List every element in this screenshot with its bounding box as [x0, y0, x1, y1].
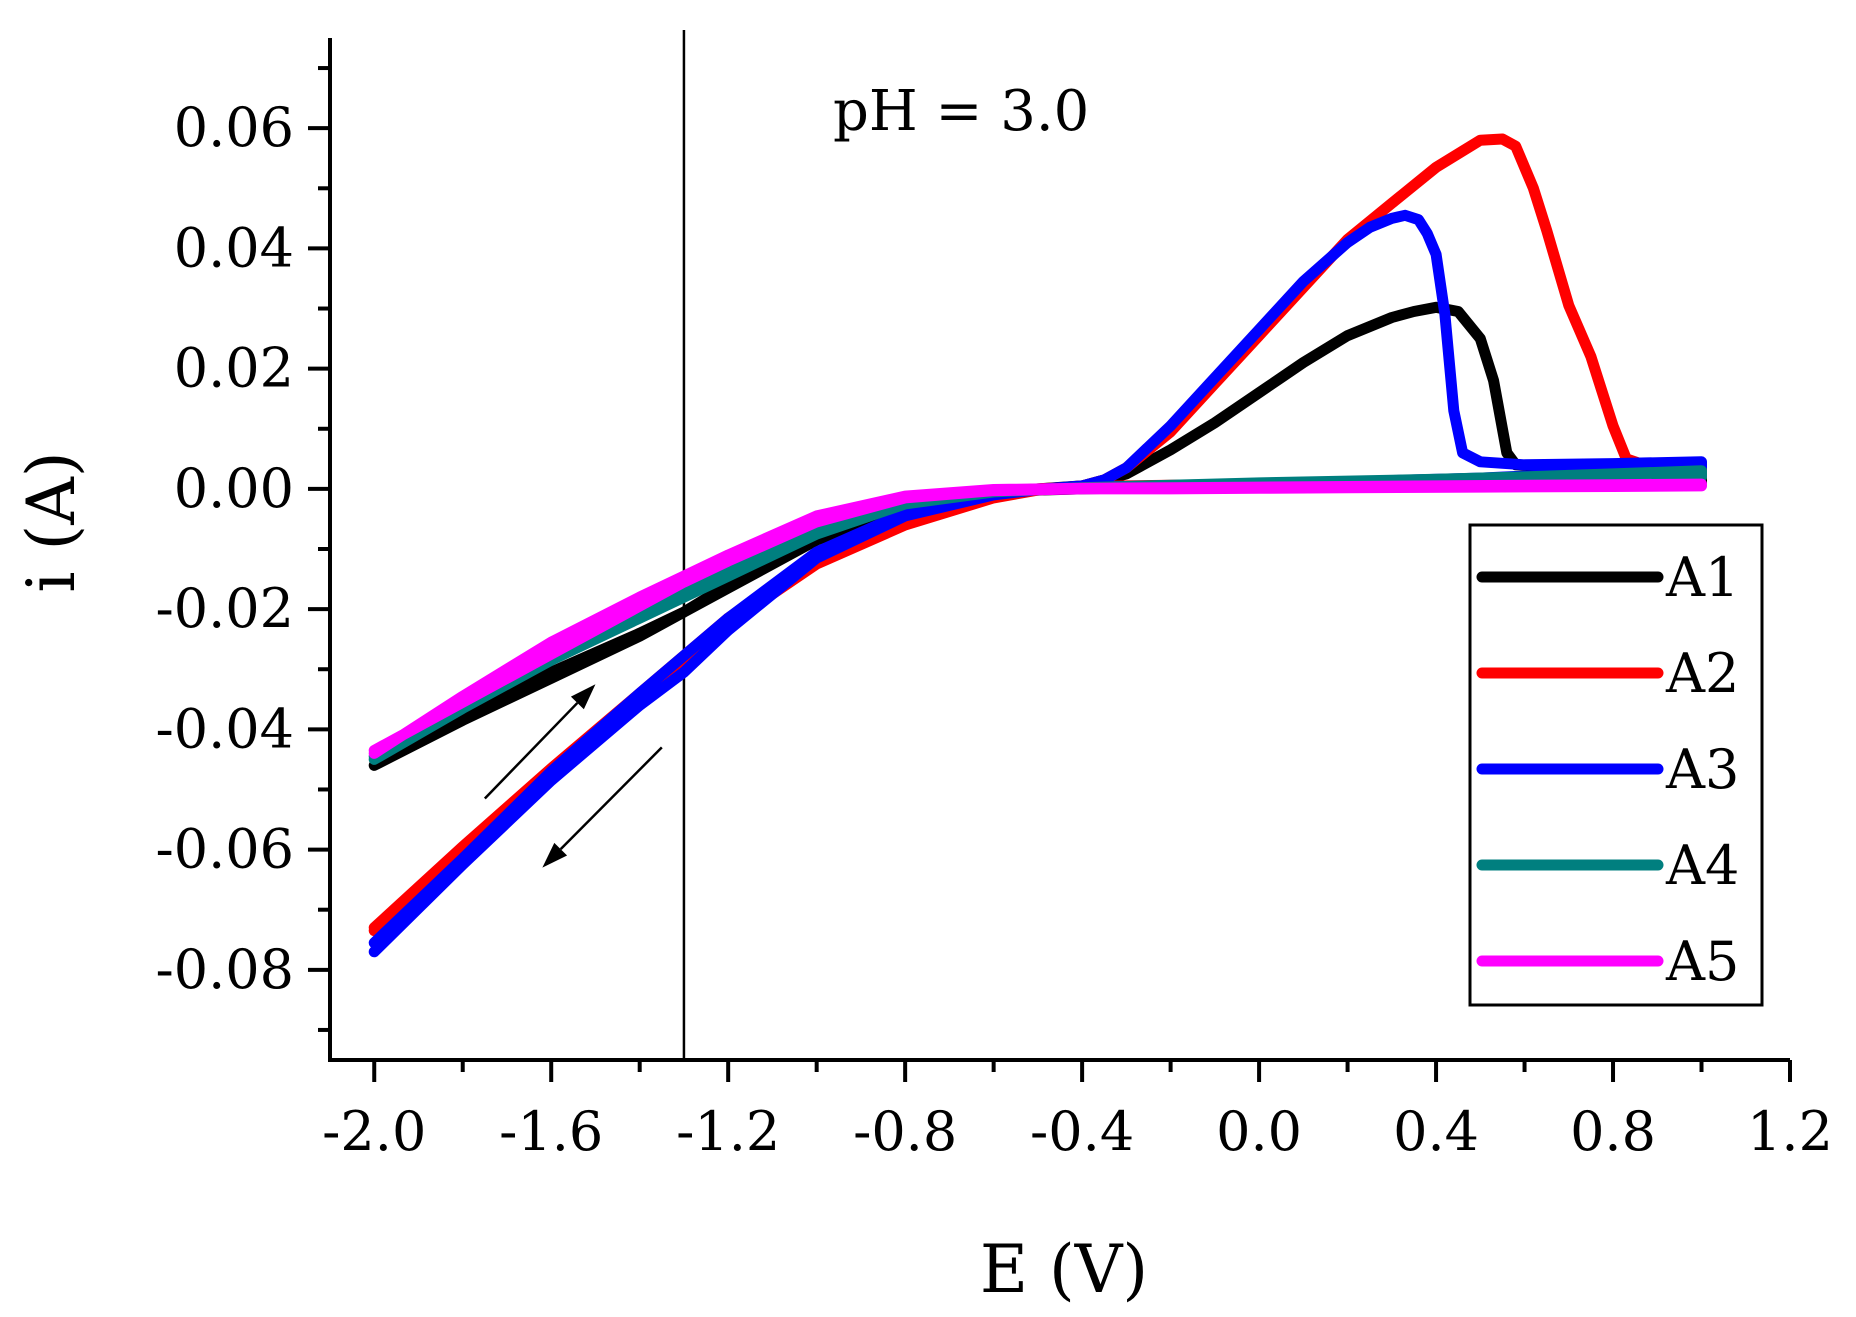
- legend-label-a2: A2: [1665, 642, 1739, 705]
- legend-label-a4: A4: [1665, 834, 1739, 897]
- x-axis-ticks: -2.0 -1.6 -1.2 -0.8 -0.4 0.0 0.4 0.8 1.2: [322, 1060, 1833, 1163]
- y-tick-label: -0.02: [156, 577, 294, 640]
- legend-label-a5: A5: [1665, 930, 1739, 993]
- y-tick-label: 0.04: [174, 216, 294, 279]
- ph-annotation: pH = 3.0: [833, 79, 1089, 144]
- x-tick-label: 1.2: [1747, 1100, 1833, 1163]
- series-line-a5: [368, 478, 1707, 759]
- x-tick-label: 0.4: [1393, 1100, 1479, 1163]
- arrow-shaft: [483, 702, 579, 800]
- forward-scan-arrow: [542, 746, 663, 868]
- y-tick-label: -0.06: [156, 818, 294, 881]
- x-tick-label: -1.2: [676, 1100, 780, 1163]
- legend-label-a1: A1: [1665, 546, 1739, 609]
- y-tick-label: 0.02: [174, 337, 294, 400]
- arrow-shaft: [559, 746, 663, 851]
- series-line-a4: [368, 465, 1707, 765]
- x-tick-label: -1.6: [499, 1100, 603, 1163]
- series-lines: [368, 133, 1707, 958]
- arrow-head: [542, 842, 568, 868]
- reverse-scan-arrow: [483, 684, 596, 800]
- y-tick-label: 0.00: [174, 457, 294, 520]
- y-axis-title: i (A): [13, 451, 90, 592]
- scan-direction-arrows: [483, 684, 663, 868]
- y-tick-label: -0.08: [156, 938, 294, 1001]
- x-tick-label: 0.0: [1216, 1100, 1302, 1163]
- x-tick-label: -0.4: [1030, 1100, 1134, 1163]
- y-axis-ticks: -0.08 -0.06 -0.04 -0.02 0.00 0.02 0.04 0.06: [156, 66, 330, 1032]
- x-axis-title: E (V): [980, 1231, 1148, 1308]
- y-tick-label: 0.06: [174, 96, 294, 159]
- x-tick-label: -0.8: [853, 1100, 957, 1163]
- legend: A1 A2 A3 A4 A5: [1468, 523, 1764, 1007]
- x-tick-label: 0.8: [1570, 1100, 1656, 1163]
- arrow-head: [570, 684, 596, 710]
- y-tick-label: -0.04: [156, 697, 294, 760]
- legend-label-a3: A3: [1665, 738, 1739, 801]
- x-tick-label: -2.0: [322, 1100, 426, 1163]
